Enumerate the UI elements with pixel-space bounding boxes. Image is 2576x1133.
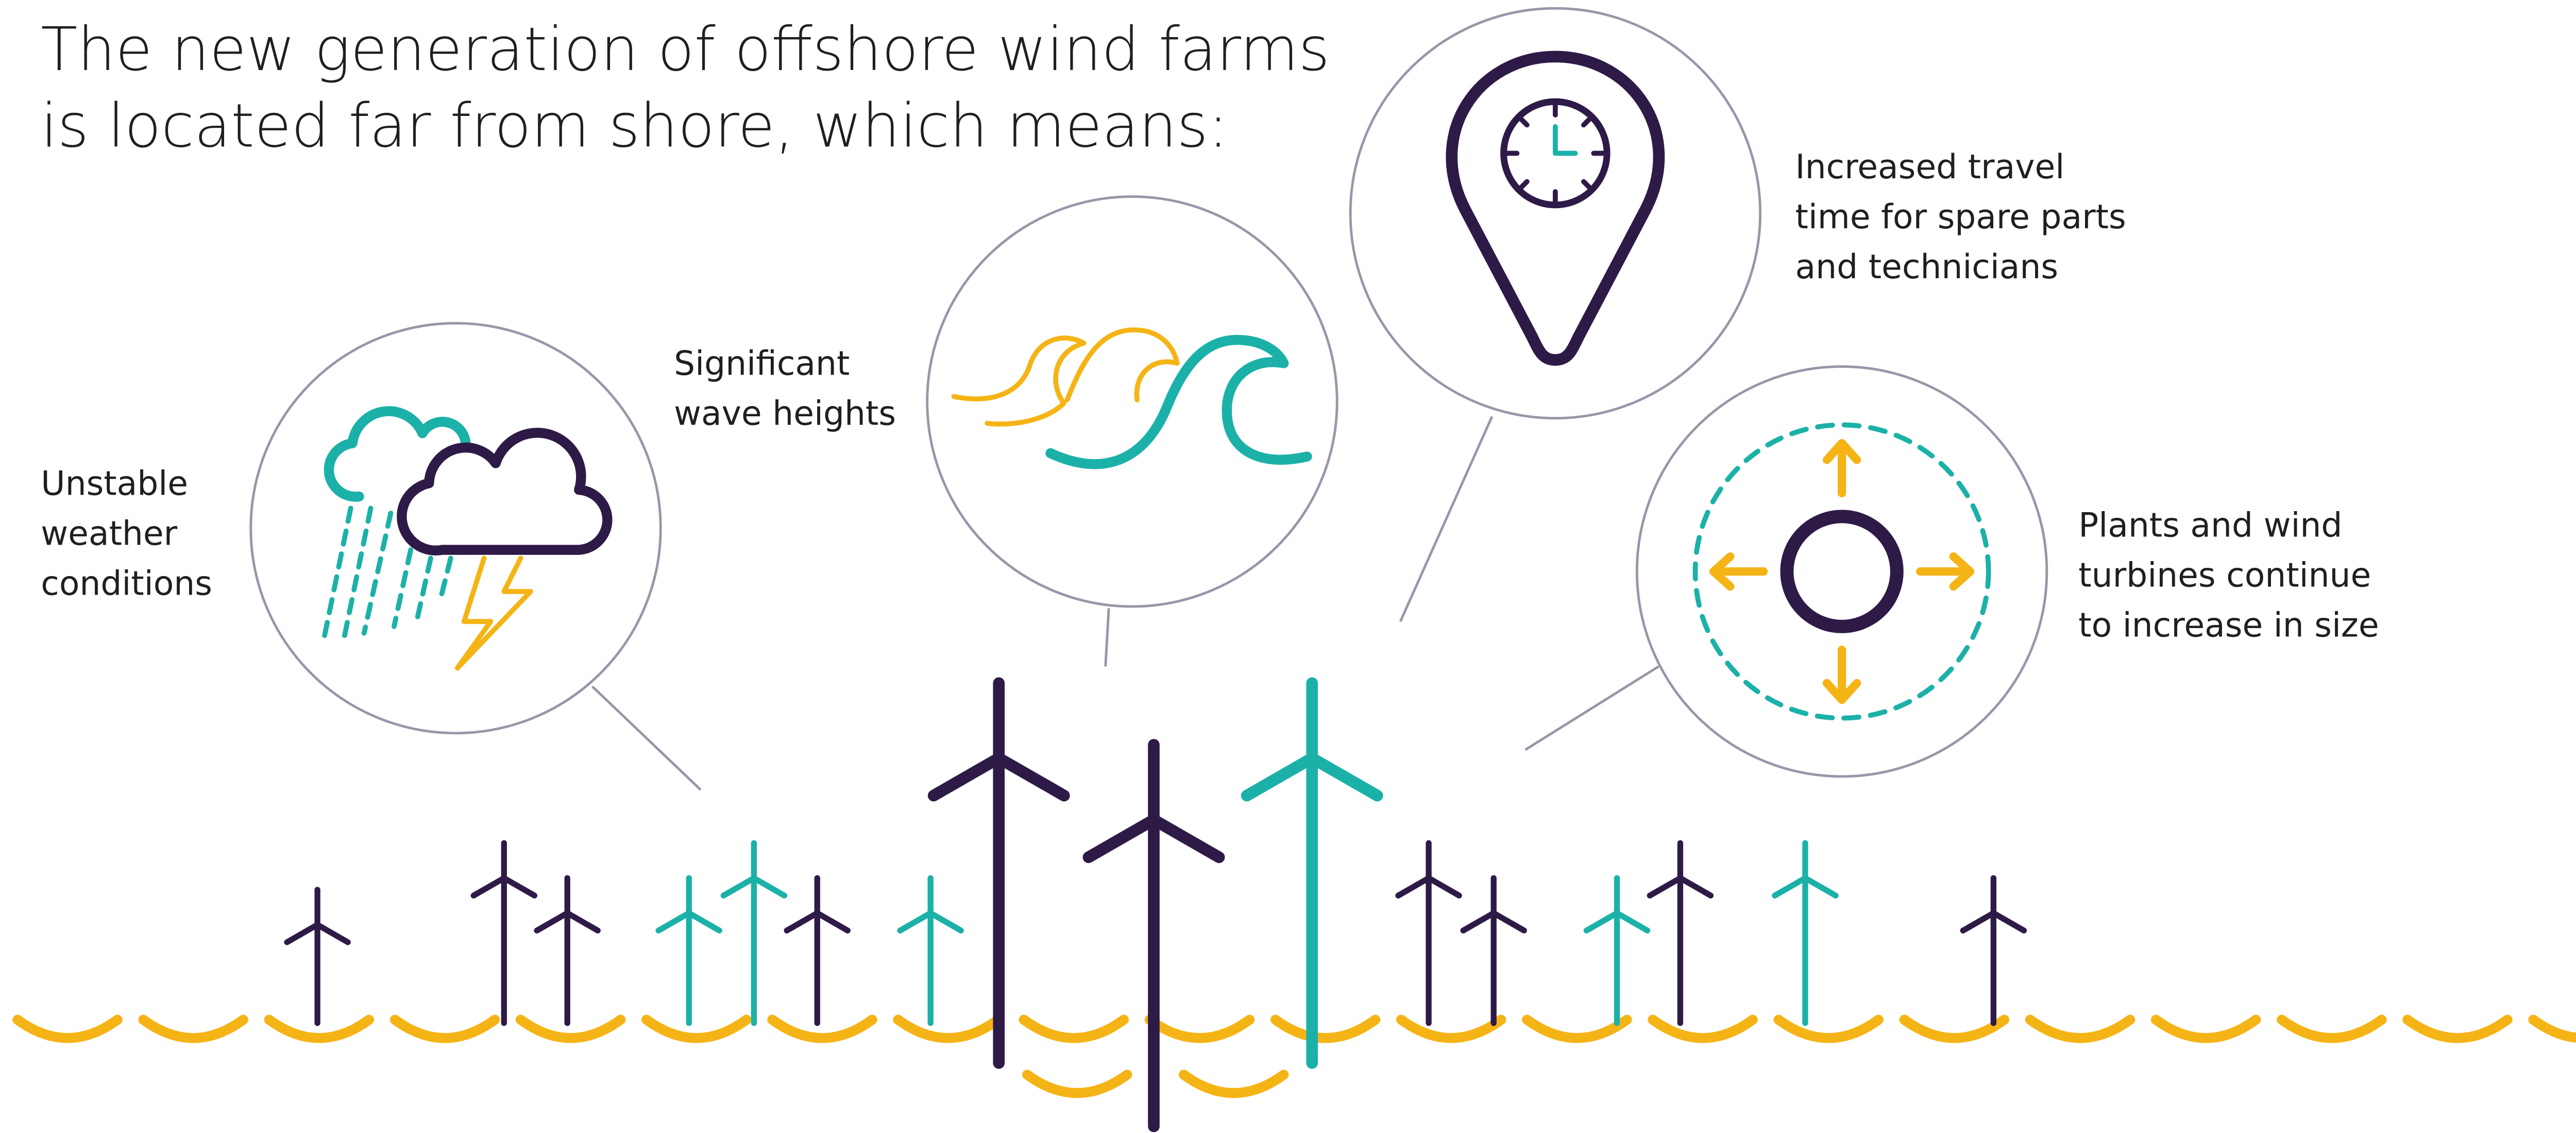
wave — [1778, 1020, 1878, 1038]
wave — [18, 1020, 117, 1038]
callout-text: to increase in size — [2078, 606, 2379, 645]
connector — [1106, 608, 1109, 666]
callout-text: Unstable — [41, 464, 188, 503]
turbine — [287, 890, 348, 1023]
turbine-blade — [1805, 878, 1836, 895]
turbine-blade — [1963, 913, 1993, 931]
turbine — [658, 878, 719, 1023]
callout-text: time for spare parts — [1795, 198, 2126, 236]
wave — [1027, 1075, 1127, 1093]
callout-text: and technicians — [1795, 248, 2059, 286]
turbine-blade — [900, 913, 930, 931]
callout-circle — [1637, 366, 2047, 776]
turbine — [1775, 843, 1836, 1023]
wave — [1184, 1075, 1284, 1093]
callout-circle — [927, 197, 1337, 607]
turbine-blade — [1617, 913, 1647, 931]
connector — [592, 686, 701, 789]
size-icon — [1695, 425, 1988, 718]
callout-text: Plants and wind — [2078, 506, 2342, 545]
turbine-blade — [1398, 878, 1429, 895]
turbine — [787, 878, 848, 1023]
weather-icon — [324, 411, 607, 668]
turbine — [934, 683, 1064, 1063]
turbine — [1247, 683, 1377, 1063]
turbine-blade — [1775, 878, 1805, 895]
turbine — [1463, 878, 1524, 1023]
wave — [2030, 1020, 2130, 1038]
page: {"title": {"lines": ["The new generation… — [0, 0, 2576, 1133]
turbine-blade — [1463, 913, 1494, 931]
wave — [1904, 1020, 2004, 1038]
turbine-blade — [567, 913, 598, 931]
turbine-blade — [473, 878, 504, 895]
wave — [2156, 1020, 2256, 1038]
connector — [1400, 416, 1492, 621]
turbine — [1089, 745, 1219, 1127]
turbine-blade — [1494, 913, 1524, 931]
turbine — [537, 878, 598, 1023]
sea — [18, 1020, 2576, 1093]
time-icon — [1452, 57, 1659, 360]
turbine-blade — [504, 878, 534, 895]
wave — [2533, 1020, 2576, 1038]
callout-text: conditions — [41, 564, 212, 603]
turbine-blade — [1650, 878, 1680, 895]
wave — [1653, 1020, 1753, 1038]
title-line: is located far from shore, which means: — [41, 92, 1228, 161]
callout-circle — [251, 323, 661, 733]
wave — [1276, 1020, 1376, 1038]
callout-text: turbines continue — [2078, 556, 2371, 595]
title-line: The new generation of offshore wind farm… — [41, 15, 1330, 84]
turbine-blade — [1312, 758, 1378, 796]
turbine — [1398, 843, 1459, 1023]
turbine — [1586, 878, 1647, 1023]
turbine-blade — [1429, 878, 1459, 895]
wave — [647, 1020, 747, 1038]
turbine-blade — [999, 758, 1064, 796]
callout-text: wave heights — [674, 395, 896, 433]
turbine-blade — [723, 878, 754, 895]
turbine-blade — [1586, 913, 1617, 931]
wave — [143, 1020, 243, 1038]
turbine — [1650, 843, 1710, 1023]
callout-text: Increased travel — [1795, 148, 2065, 187]
wave — [2408, 1020, 2507, 1038]
turbine-blade — [1154, 820, 1219, 857]
wave — [521, 1020, 621, 1038]
turbine-blade — [1993, 913, 2024, 931]
wave — [772, 1020, 872, 1038]
turbine-blade — [689, 913, 719, 931]
turbine-blade — [537, 913, 567, 931]
wave — [1149, 1020, 1249, 1038]
turbine-blade — [1089, 820, 1154, 857]
turbine-blade — [287, 925, 317, 942]
turbine-blade — [930, 913, 961, 931]
turbine-blade — [787, 913, 817, 931]
wave — [2282, 1020, 2382, 1038]
wave-icon — [954, 330, 1307, 464]
wave — [1024, 1020, 1124, 1038]
turbine — [900, 878, 961, 1023]
turbine-blade — [934, 758, 999, 796]
turbine-blade — [1680, 878, 1710, 895]
wave — [1401, 1020, 1501, 1038]
callout-text: Significant — [674, 345, 850, 383]
wind-farm — [287, 683, 2024, 1126]
wave — [1527, 1020, 1627, 1038]
turbine-blade — [658, 913, 689, 931]
wave — [898, 1020, 998, 1038]
callout-text: weather — [41, 514, 177, 553]
turbine-blade — [1247, 758, 1312, 796]
turbine — [473, 843, 534, 1023]
turbine — [1963, 878, 2024, 1023]
turbine — [723, 843, 784, 1023]
wave — [395, 1020, 495, 1038]
turbine-blade — [817, 913, 848, 931]
turbine-blade — [317, 925, 348, 942]
infographic: The new generation of offshore wind farm… — [0, 0, 2576, 1133]
turbine-blade — [754, 878, 784, 895]
connector — [1526, 667, 1659, 750]
